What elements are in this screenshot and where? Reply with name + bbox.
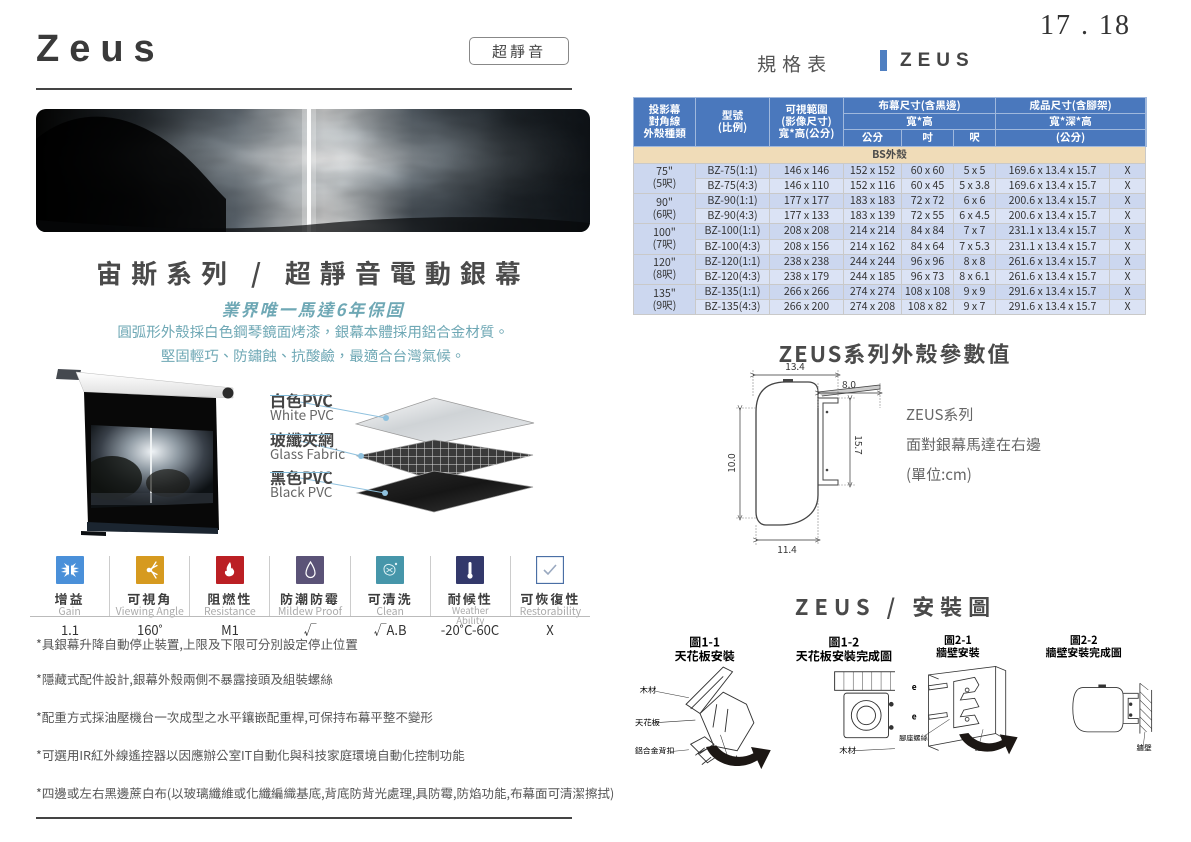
- svg-text:面對銀幕馬達在右邊: 面對銀幕馬達在右邊: [906, 434, 1041, 455]
- svg-text:ZEUS系列: ZEUS系列: [906, 404, 973, 425]
- svg-text:腳座螺絲: 腳座螺絲: [899, 733, 927, 743]
- svg-text:木材: 木材: [640, 684, 657, 696]
- svg-text:10.0: 10.0: [723, 453, 738, 473]
- svg-text:天花板安裝完成圖: 天花板安裝完成圖: [796, 648, 893, 665]
- svg-text:牆壁安裝完成圖: 牆壁安裝完成圖: [1046, 644, 1122, 660]
- svg-text:牆壁安裝: 牆壁安裝: [936, 644, 980, 660]
- svg-text:13.4: 13.4: [785, 358, 805, 373]
- svg-text:木材: 木材: [839, 744, 856, 756]
- svg-text:15.7: 15.7: [852, 435, 867, 455]
- svg-text:ZEUS系列外殼參數值: ZEUS系列外殼參數值: [779, 337, 1012, 369]
- svg-text:天花板安裝: 天花板安裝: [674, 648, 734, 665]
- svg-text:鋁合金背扣: 鋁合金背扣: [635, 745, 674, 756]
- svg-text:e: e: [912, 710, 917, 722]
- svg-text:牆壁: 牆壁: [1137, 742, 1153, 753]
- svg-text:8.0: 8.0: [842, 376, 856, 391]
- svg-text:11.4: 11.4: [777, 541, 797, 556]
- svg-text:(單位:cm): (單位:cm): [906, 464, 972, 485]
- svg-text:e: e: [912, 681, 917, 693]
